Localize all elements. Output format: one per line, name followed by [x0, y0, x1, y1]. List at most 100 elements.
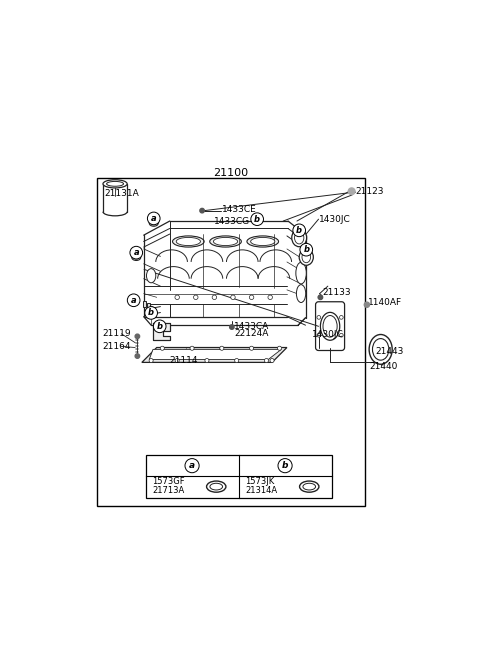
Text: a: a — [189, 461, 195, 470]
Circle shape — [149, 358, 153, 363]
Ellipse shape — [369, 335, 392, 364]
Circle shape — [160, 346, 164, 350]
Circle shape — [293, 224, 306, 236]
Text: 21114: 21114 — [170, 356, 198, 365]
Bar — [128, 299, 137, 302]
Text: 21164: 21164 — [103, 342, 132, 351]
Ellipse shape — [176, 237, 201, 246]
Ellipse shape — [133, 256, 139, 259]
Text: 21133: 21133 — [322, 288, 351, 297]
Ellipse shape — [323, 316, 337, 337]
Circle shape — [317, 333, 321, 337]
Ellipse shape — [299, 249, 313, 265]
Circle shape — [175, 358, 179, 363]
Ellipse shape — [302, 252, 311, 263]
Circle shape — [130, 246, 143, 259]
Ellipse shape — [214, 237, 238, 246]
Circle shape — [300, 244, 312, 256]
Ellipse shape — [292, 229, 307, 247]
Ellipse shape — [372, 339, 389, 360]
FancyBboxPatch shape — [315, 302, 345, 350]
Circle shape — [339, 333, 343, 337]
Ellipse shape — [149, 220, 158, 226]
Text: b: b — [296, 226, 302, 235]
Ellipse shape — [295, 232, 304, 244]
Text: 22124A: 22124A — [234, 329, 268, 338]
Ellipse shape — [297, 285, 306, 303]
Polygon shape — [153, 324, 170, 340]
Text: 1430JC: 1430JC — [319, 215, 351, 225]
Circle shape — [185, 458, 199, 473]
Circle shape — [318, 295, 323, 299]
Text: 1140AF: 1140AF — [368, 299, 402, 307]
Ellipse shape — [132, 255, 141, 261]
Text: b: b — [303, 245, 309, 254]
Circle shape — [277, 346, 282, 350]
Text: 21119: 21119 — [103, 329, 132, 338]
Ellipse shape — [303, 483, 315, 490]
Circle shape — [270, 358, 274, 363]
Polygon shape — [149, 349, 281, 360]
Ellipse shape — [300, 481, 319, 492]
Text: 1433CA: 1433CA — [234, 322, 269, 331]
Ellipse shape — [151, 221, 156, 225]
Ellipse shape — [146, 269, 156, 283]
Circle shape — [250, 346, 253, 350]
Circle shape — [220, 346, 224, 350]
Ellipse shape — [172, 236, 204, 247]
Text: 21440: 21440 — [370, 362, 398, 371]
Ellipse shape — [210, 236, 241, 247]
Text: b: b — [148, 309, 154, 318]
Ellipse shape — [206, 481, 226, 492]
Circle shape — [127, 294, 140, 307]
Text: 1433CG: 1433CG — [215, 217, 251, 226]
Text: 21314A: 21314A — [245, 486, 277, 495]
Text: 21443: 21443 — [375, 346, 404, 356]
Circle shape — [251, 213, 264, 225]
Bar — [97, 178, 365, 506]
Circle shape — [264, 358, 268, 363]
Circle shape — [175, 295, 180, 299]
Circle shape — [317, 316, 321, 319]
Circle shape — [231, 295, 235, 299]
Circle shape — [229, 325, 234, 329]
Text: a: a — [131, 296, 136, 305]
Text: 1573GF: 1573GF — [152, 477, 185, 485]
Text: b: b — [156, 322, 163, 331]
Circle shape — [147, 212, 160, 225]
Circle shape — [268, 295, 273, 299]
Text: b: b — [282, 461, 288, 470]
Circle shape — [339, 316, 343, 319]
Text: 21713A: 21713A — [152, 486, 184, 495]
Bar — [145, 455, 332, 498]
Ellipse shape — [296, 262, 306, 284]
Ellipse shape — [103, 179, 127, 188]
Text: 21100: 21100 — [214, 168, 249, 178]
Text: b: b — [254, 215, 260, 223]
Ellipse shape — [247, 236, 278, 247]
Circle shape — [319, 295, 322, 299]
Text: 1430JC: 1430JC — [312, 330, 344, 339]
Text: 1433CE: 1433CE — [222, 205, 257, 214]
Bar — [147, 303, 150, 309]
Ellipse shape — [251, 237, 275, 246]
Text: a: a — [151, 214, 156, 223]
Circle shape — [190, 346, 194, 350]
Text: 21123: 21123 — [356, 187, 384, 196]
Text: a: a — [133, 248, 139, 257]
Circle shape — [278, 458, 292, 473]
Ellipse shape — [321, 312, 340, 340]
Bar — [144, 301, 146, 307]
Circle shape — [235, 358, 239, 363]
Circle shape — [193, 295, 198, 299]
Circle shape — [348, 188, 355, 195]
Circle shape — [154, 320, 166, 333]
Text: 1573JK: 1573JK — [245, 477, 275, 485]
Circle shape — [205, 358, 209, 363]
Polygon shape — [142, 348, 287, 362]
Circle shape — [212, 295, 216, 299]
Circle shape — [364, 302, 370, 307]
Ellipse shape — [107, 181, 123, 186]
Circle shape — [249, 295, 254, 299]
Ellipse shape — [210, 483, 223, 490]
